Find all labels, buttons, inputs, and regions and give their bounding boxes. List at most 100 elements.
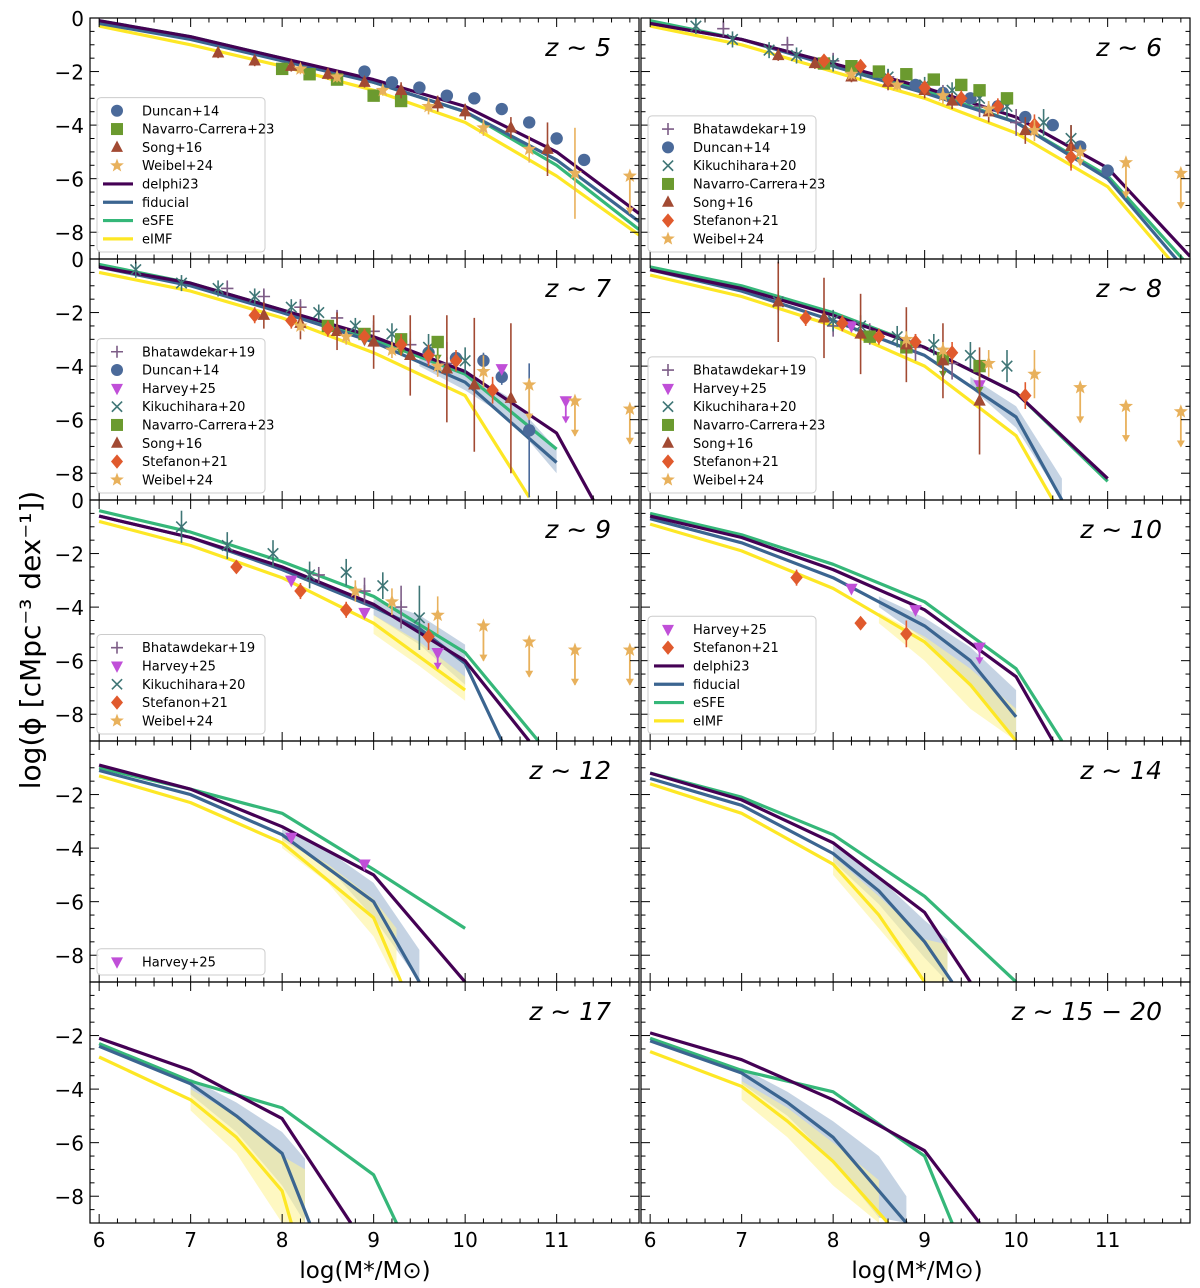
points-navarro-carrera-23	[817, 57, 1014, 105]
y-tick-label: −2	[55, 302, 84, 326]
legend-box	[647, 115, 817, 253]
data-point	[385, 76, 399, 89]
panel-z-17: −2 −4 −6 −8 6 7 8 9 10 11 z ∼ 17	[55, 981, 640, 1252]
data-point	[955, 90, 968, 106]
legend-label: Bhatawdekar+19	[693, 123, 806, 138]
legend-marker	[662, 640, 674, 655]
legend-label: Bhatawdekar+19	[142, 641, 255, 656]
y-tick-label: −2	[55, 1025, 84, 1049]
panel-z-7: 0 −2 −4 −6 −8 z ∼ 7 Bhatawdekar+19 Duncan+14 Har…	[55, 248, 640, 501]
data-point	[367, 334, 380, 347]
legend-marker	[111, 641, 123, 654]
plot-area	[649, 18, 1190, 259]
legend-item-esfe: eSFE	[103, 214, 174, 229]
data-point	[293, 318, 308, 332]
data-point	[899, 331, 914, 346]
data-point	[340, 566, 353, 579]
x-tick-label: 10	[452, 1228, 477, 1252]
data-point	[275, 62, 289, 76]
legend-marker	[662, 418, 674, 431]
legend-marker	[111, 454, 123, 469]
legend-item-song-16: Song+16	[662, 436, 753, 452]
legend-label: Harvey+25	[693, 382, 767, 397]
data-point	[230, 559, 243, 575]
legend-box	[647, 356, 817, 494]
upper-limit-arrow	[570, 678, 579, 686]
data-point	[522, 141, 537, 156]
legend-label: Harvey+25	[142, 382, 216, 397]
data-point	[935, 88, 951, 102]
y-tick-label: −2	[55, 61, 84, 85]
points-weibel-24	[899, 331, 1188, 448]
data-point	[476, 120, 491, 134]
points-song-16	[772, 261, 986, 455]
data-point	[936, 353, 950, 366]
data-point	[285, 575, 298, 588]
data-point	[358, 75, 371, 87]
data-point	[504, 391, 518, 403]
legend: Bhatawdekar+19 Duncan+14 Kikuchihara+20 Nav…	[647, 115, 825, 253]
series-line-fiducial	[649, 776, 954, 982]
y-tick-label: −6	[55, 891, 84, 915]
legend-marker	[662, 159, 674, 172]
data-point	[981, 355, 996, 370]
data-point	[927, 73, 940, 86]
legend-item-bhatawdekar-19: Bhatawdekar+19	[662, 364, 806, 379]
legend-label: Weibel+24	[142, 473, 213, 488]
legend-label: Song+16	[142, 437, 202, 452]
x-tick-label: 8	[827, 1228, 840, 1252]
data-point	[1019, 388, 1032, 404]
axis-ticks	[641, 740, 1190, 983]
points-harvey-25	[845, 583, 986, 665]
points-weibel-24	[293, 318, 637, 445]
data-point	[212, 282, 224, 295]
series-line-eimf	[649, 1050, 890, 1223]
data-point	[872, 329, 886, 345]
legend-item-harvey-25: Harvey+25	[111, 955, 216, 970]
eimf-band	[878, 612, 1017, 741]
legend-label: Weibel+24	[142, 159, 213, 174]
data-point	[495, 364, 508, 376]
data-point	[459, 354, 471, 367]
y-tick-label: −4	[55, 114, 84, 138]
y-axis-label: log(ϕ [cMpc⁻³ dex⁻¹])	[14, 491, 47, 789]
data-point	[421, 98, 436, 113]
legend-marker	[662, 624, 674, 637]
panel-title: z ∼ 7	[544, 274, 611, 303]
legend-label: Navarro-Carrera+23	[693, 418, 825, 433]
data-point	[622, 401, 637, 415]
points-stefanon-21	[799, 309, 1032, 409]
data-point	[522, 377, 537, 391]
y-tick-label: −6	[55, 168, 84, 192]
data-point	[845, 60, 858, 73]
panel-title: z ∼ 17	[528, 997, 611, 1026]
data-point	[845, 321, 858, 334]
x-tick-label: 6	[93, 1228, 106, 1252]
data-point	[257, 308, 271, 320]
data-point	[854, 326, 867, 339]
data-point	[257, 290, 271, 303]
x-tick-label: 7	[184, 1228, 197, 1252]
series-line-delphi23	[649, 1031, 981, 1223]
series-line-delphi23	[649, 514, 1055, 741]
data-point	[817, 310, 831, 323]
legend-item-harvey-25: Harvey+25	[662, 623, 767, 638]
legend-item-bhatawdekar-19: Bhatawdekar+19	[111, 345, 255, 360]
data-point	[384, 594, 400, 608]
legend-marker	[111, 436, 123, 448]
data-point	[294, 583, 307, 599]
data-point	[1073, 380, 1088, 394]
legend-item-kikuchihara-20: Kikuchihara+20	[662, 400, 796, 415]
upper-limit-arrow	[479, 654, 488, 662]
legend-label: fiducial	[693, 678, 740, 693]
series-line-fiducial	[649, 1039, 908, 1223]
data-point	[312, 306, 325, 319]
legend-item-song-16: Song+16	[111, 436, 202, 452]
legend-item-weibel-24: Weibel+24	[661, 231, 764, 247]
data-point	[1037, 116, 1050, 129]
series-line-fiducial	[98, 1044, 312, 1223]
points-stefanon-21	[817, 53, 1078, 171]
legend-label: Stefanon+21	[693, 214, 779, 229]
upper-limit-arrow	[625, 678, 634, 686]
